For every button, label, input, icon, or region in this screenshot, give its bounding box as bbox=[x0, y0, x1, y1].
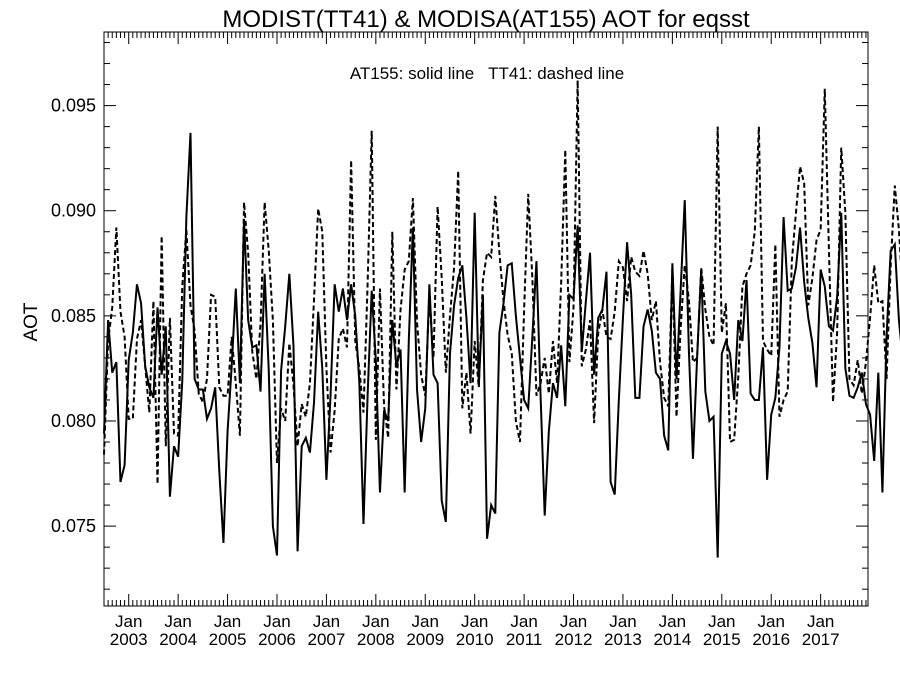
x-tick-month-label: Jan bbox=[214, 612, 241, 631]
x-tick-year-label: 2006 bbox=[258, 630, 296, 649]
plot-border bbox=[103, 31, 869, 607]
x-tick-month-label: Jan bbox=[758, 612, 785, 631]
x-tick-month-label: Jan bbox=[164, 612, 191, 631]
x-tick-month-label: Jan bbox=[115, 612, 142, 631]
x-tick-month-label: Jan bbox=[560, 612, 587, 631]
chart-title: MODIST(TT41) & MODISA(AT155) AOT for eqs… bbox=[222, 6, 750, 33]
series-line-at155 bbox=[103, 132, 900, 558]
axis-ticks: 0.0750.0800.0850.0900.095Jan2003Jan2004J… bbox=[51, 32, 868, 649]
x-tick-year-label: 2003 bbox=[110, 630, 148, 649]
x-tick-year-label: 2011 bbox=[506, 630, 543, 649]
x-tick-month-label: Jan bbox=[263, 612, 290, 631]
x-tick-month-label: Jan bbox=[659, 612, 686, 631]
x-tick-month-label: Jan bbox=[609, 612, 636, 631]
x-tick-year-label: 2016 bbox=[752, 630, 790, 649]
x-tick-year-label: 2012 bbox=[555, 630, 593, 649]
x-tick-year-label: 2017 bbox=[802, 630, 840, 649]
x-tick-month-label: Jan bbox=[510, 612, 537, 631]
x-tick-year-label: 2005 bbox=[209, 630, 247, 649]
y-tick-label: 0.085 bbox=[51, 306, 96, 326]
y-tick-label: 0.095 bbox=[51, 96, 96, 116]
x-tick-year-label: 2008 bbox=[357, 630, 395, 649]
y-tick-label: 0.090 bbox=[51, 201, 96, 221]
plot-frame bbox=[103, 31, 869, 607]
y-tick-label: 0.080 bbox=[51, 411, 96, 431]
x-tick-year-label: 2004 bbox=[159, 630, 197, 649]
x-tick-year-label: 2013 bbox=[604, 630, 642, 649]
x-tick-month-label: Jan bbox=[461, 612, 488, 631]
x-tick-year-label: 2007 bbox=[307, 630, 345, 649]
x-tick-year-label: 2009 bbox=[406, 630, 444, 649]
y-tick-label: 0.075 bbox=[51, 516, 96, 536]
x-tick-month-label: Jan bbox=[362, 612, 389, 631]
x-tick-year-label: 2014 bbox=[653, 630, 691, 649]
x-tick-month-label: Jan bbox=[807, 612, 834, 631]
series-layer bbox=[103, 80, 900, 558]
x-tick-year-label: 2015 bbox=[703, 630, 741, 649]
x-tick-month-label: Jan bbox=[412, 612, 439, 631]
x-tick-year-label: 2010 bbox=[456, 630, 494, 649]
y-axis-label: AOT bbox=[21, 302, 42, 341]
x-tick-month-label: Jan bbox=[708, 612, 735, 631]
x-tick-month-label: Jan bbox=[313, 612, 340, 631]
line-style-annotation: AT155: solid line TT41: dashed line bbox=[350, 64, 624, 83]
series-line-tt41 bbox=[103, 80, 900, 485]
